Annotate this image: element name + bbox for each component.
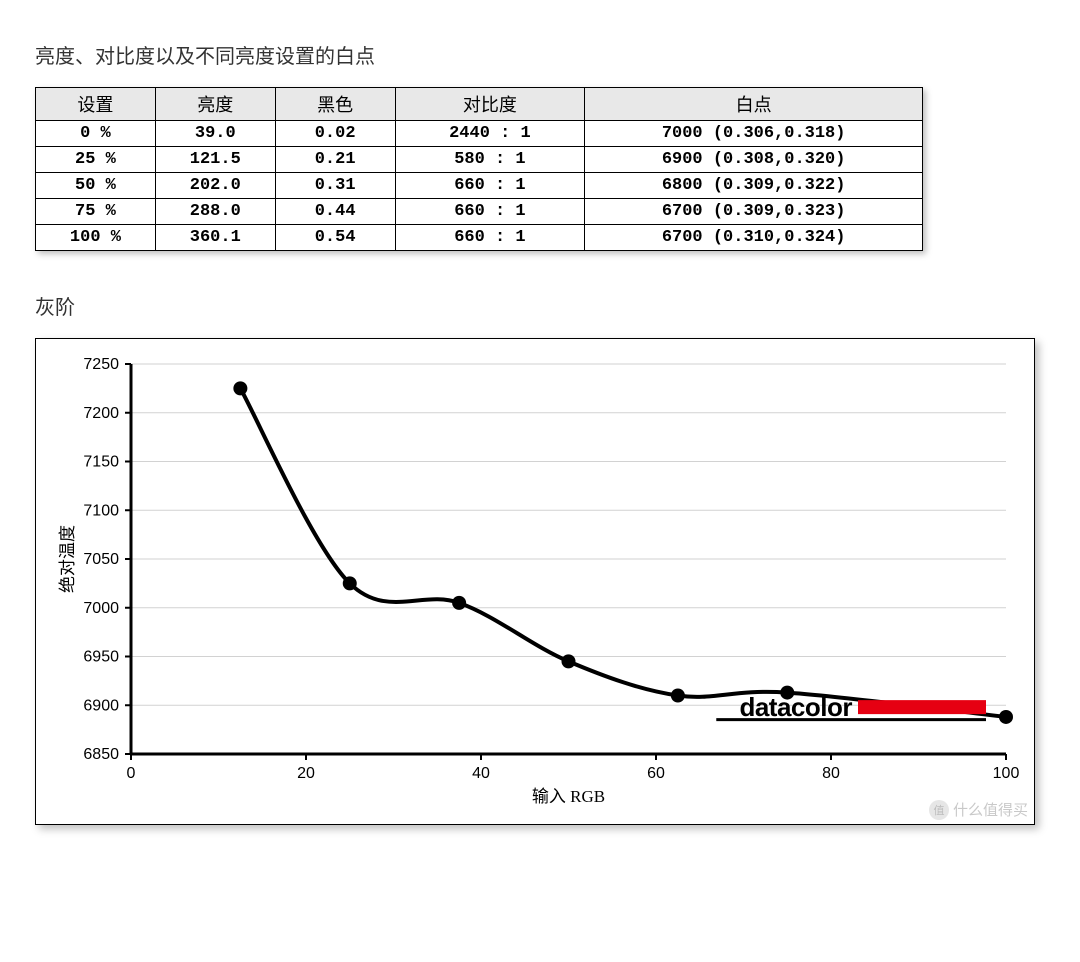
x-tick-label: 20 <box>297 765 315 782</box>
table-row: 75 %288.00.44660 : 16700 (0.309,0.323) <box>36 199 923 225</box>
table-cell: 660 : 1 <box>395 225 585 251</box>
series-marker <box>233 381 247 395</box>
table-cell: 360.1 <box>155 225 275 251</box>
table-cell: 660 : 1 <box>395 199 585 225</box>
table-row: 100 %360.10.54660 : 16700 (0.310,0.324) <box>36 225 923 251</box>
table-header-cell: 对比度 <box>395 88 585 121</box>
watermark: 值 什么值得买 <box>929 799 1028 820</box>
y-tick-label: 7200 <box>83 405 119 422</box>
table-cell: 121.5 <box>155 147 275 173</box>
table-row: 0 %39.00.022440 : 17000 (0.306,0.318) <box>36 121 923 147</box>
y-tick-label: 6850 <box>83 746 119 763</box>
y-tick-label: 6900 <box>83 697 119 714</box>
x-tick-label: 100 <box>993 765 1020 782</box>
table-cell: 50 % <box>36 173 156 199</box>
table-cell: 202.0 <box>155 173 275 199</box>
table-cell: 2440 : 1 <box>395 121 585 147</box>
table-header-cell: 黑色 <box>275 88 395 121</box>
table-cell: 0.02 <box>275 121 395 147</box>
table-cell: 100 % <box>36 225 156 251</box>
table-cell: 0.44 <box>275 199 395 225</box>
series-marker <box>671 689 685 703</box>
watermark-badge-icon: 值 <box>929 800 949 820</box>
x-tick-label: 80 <box>822 765 840 782</box>
y-tick-label: 6950 <box>83 649 119 666</box>
table-cell: 25 % <box>36 147 156 173</box>
table-cell: 6800 (0.309,0.322) <box>585 173 923 199</box>
table-cell: 580 : 1 <box>395 147 585 173</box>
x-tick-label: 0 <box>127 765 136 782</box>
y-axis-label: 绝对温度 <box>58 525 77 593</box>
table-row: 50 %202.00.31660 : 16800 (0.309,0.322) <box>36 173 923 199</box>
x-tick-label: 40 <box>472 765 490 782</box>
table-body: 0 %39.00.022440 : 17000 (0.306,0.318)25 … <box>36 121 923 251</box>
table-cell: 6900 (0.308,0.320) <box>585 147 923 173</box>
table-cell: 0.54 <box>275 225 395 251</box>
brand-logo-underline <box>716 718 986 721</box>
series-marker <box>343 576 357 590</box>
table-cell: 0.31 <box>275 173 395 199</box>
y-tick-label: 7100 <box>83 502 119 519</box>
brightness-table-container: 设置亮度黑色对比度白点 0 %39.00.022440 : 17000 (0.3… <box>35 87 923 251</box>
brightness-table: 设置亮度黑色对比度白点 0 %39.00.022440 : 17000 (0.3… <box>35 87 923 251</box>
series-marker <box>452 596 466 610</box>
table-header-row: 设置亮度黑色对比度白点 <box>36 88 923 121</box>
series-marker <box>562 654 576 668</box>
chart-section-title: 灰阶 <box>35 291 1045 320</box>
table-header-cell: 设置 <box>36 88 156 121</box>
table-cell: 39.0 <box>155 121 275 147</box>
brand-logo-text: datacolor <box>739 692 852 722</box>
table-cell: 7000 (0.306,0.318) <box>585 121 923 147</box>
x-tick-label: 60 <box>647 765 665 782</box>
table-cell: 288.0 <box>155 199 275 225</box>
table-cell: 0.21 <box>275 147 395 173</box>
table-cell: 0 % <box>36 121 156 147</box>
table-cell: 660 : 1 <box>395 173 585 199</box>
y-tick-label: 7000 <box>83 600 119 617</box>
y-tick-label: 7250 <box>83 356 119 373</box>
table-row: 25 %121.50.21580 : 16900 (0.308,0.320) <box>36 147 923 173</box>
table-cell: 6700 (0.310,0.324) <box>585 225 923 251</box>
table-cell: 75 % <box>36 199 156 225</box>
y-tick-label: 7050 <box>83 551 119 568</box>
watermark-text: 什么值得买 <box>953 799 1028 820</box>
grayscale-chart: 6850 6900 6950 7000 7050 7100 7150 7200 7250 0 20 4… <box>36 339 1036 819</box>
table-section-title: 亮度、对比度以及不同亮度设置的白点 <box>35 40 1045 69</box>
table-cell: 6700 (0.309,0.323) <box>585 199 923 225</box>
series-line <box>240 388 1006 717</box>
x-axis-label: 输入 RGB <box>532 787 605 806</box>
grayscale-chart-container: 6850 6900 6950 7000 7050 7100 7150 7200 7250 0 20 4… <box>35 338 1035 825</box>
brand-logo-bar <box>858 700 986 714</box>
y-tick-label: 7150 <box>83 454 119 471</box>
series-marker <box>999 710 1013 724</box>
table-header-cell: 亮度 <box>155 88 275 121</box>
table-header-cell: 白点 <box>585 88 923 121</box>
